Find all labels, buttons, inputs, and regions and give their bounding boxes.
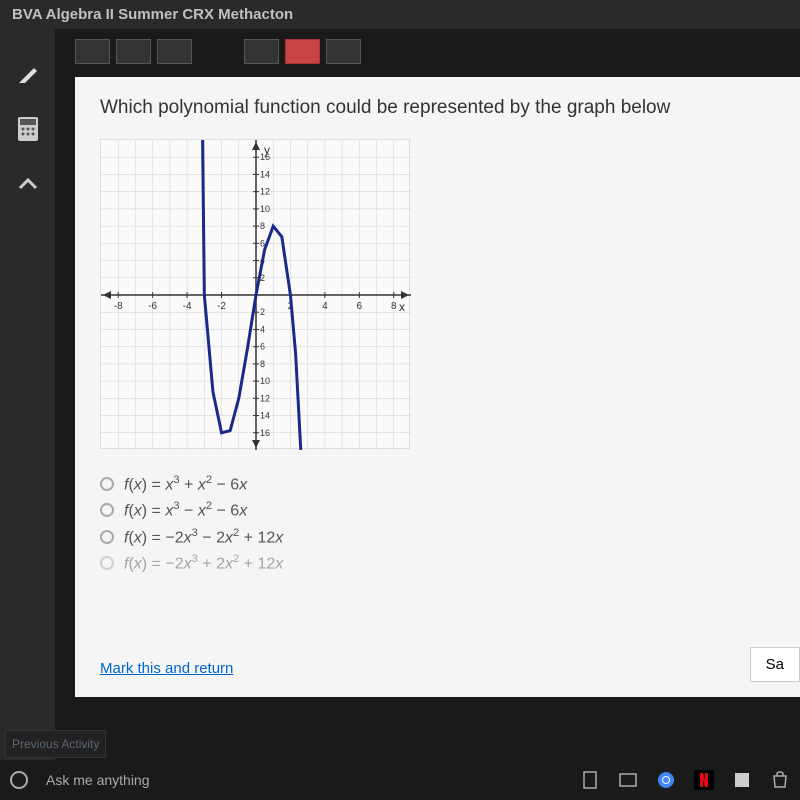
answer-d[interactable]: f(x) = −2x3 + 2x2 + 12x [100, 553, 775, 573]
radio-icon[interactable] [100, 503, 114, 517]
svg-text:8: 8 [260, 359, 265, 369]
svg-text:14: 14 [260, 169, 270, 179]
svg-text:8: 8 [391, 301, 397, 312]
question-panel: Which polynomial function could be repre… [75, 77, 800, 697]
answer-text: f(x) = x3 − x2 − 6x [124, 500, 247, 520]
answer-b[interactable]: f(x) = x3 − x2 − 6x [100, 500, 775, 520]
calculator-icon[interactable] [13, 114, 43, 144]
left-toolbar [0, 29, 55, 769]
svg-text:10: 10 [260, 376, 270, 386]
title-bar: BVA Algebra II Summer CRX Methacton [0, 0, 800, 29]
answer-a[interactable]: f(x) = x3 + x2 − 6x [100, 474, 775, 494]
tab-4[interactable] [244, 39, 279, 64]
taskbar: Ask me anything [0, 760, 800, 800]
chrome-icon[interactable] [656, 770, 676, 790]
answer-choices: f(x) = x3 + x2 − 6x f(x) = x3 − x2 − 6x … [100, 474, 775, 573]
store-icon[interactable] [770, 770, 790, 790]
answer-text: f(x) = −2x3 − 2x2 + 12x [124, 527, 283, 547]
previous-activity-button[interactable]: Previous Activity [5, 730, 106, 758]
tab-1[interactable] [75, 39, 110, 64]
collapse-icon[interactable] [13, 169, 43, 199]
svg-text:x: x [399, 300, 405, 314]
svg-text:-4: -4 [183, 301, 192, 312]
app-icon[interactable] [732, 770, 752, 790]
svg-text:10: 10 [260, 204, 270, 214]
svg-text:8: 8 [260, 221, 265, 231]
svg-text:4: 4 [260, 324, 265, 334]
main-area: Which polynomial function could be repre… [0, 29, 800, 769]
radio-icon[interactable] [100, 530, 114, 544]
question-text: Which polynomial function could be repre… [100, 97, 775, 119]
svg-text:y: y [264, 143, 270, 157]
tab-5[interactable] [285, 39, 320, 64]
svg-text:2: 2 [260, 307, 265, 317]
pencil-icon[interactable] [13, 59, 43, 89]
task-view-icon[interactable] [618, 770, 638, 790]
netflix-icon[interactable] [694, 770, 714, 790]
question-tabs [75, 39, 800, 67]
svg-text:6: 6 [260, 342, 265, 352]
radio-icon[interactable] [100, 556, 114, 570]
tab-6[interactable] [326, 39, 361, 64]
polynomial-graph: -8-6-4-22468161412108642246810121416xy [100, 139, 410, 449]
answer-c[interactable]: f(x) = −2x3 − 2x2 + 12x [100, 527, 775, 547]
notification-icon[interactable] [580, 770, 600, 790]
svg-text:-6: -6 [148, 301, 157, 312]
course-title: BVA Algebra II Summer CRX Methacton [12, 6, 293, 23]
svg-text:4: 4 [322, 301, 328, 312]
mark-return-link[interactable]: Mark this and return [100, 660, 233, 677]
tab-3[interactable] [157, 39, 192, 64]
tab-2[interactable] [116, 39, 151, 64]
svg-text:12: 12 [260, 187, 270, 197]
save-button[interactable]: Sa [750, 647, 800, 682]
svg-text:6: 6 [357, 301, 363, 312]
svg-text:-8: -8 [114, 301, 123, 312]
svg-text:16: 16 [260, 428, 270, 438]
svg-text:12: 12 [260, 393, 270, 403]
svg-text:-2: -2 [217, 301, 226, 312]
cortana-icon[interactable] [10, 771, 28, 789]
svg-text:14: 14 [260, 411, 270, 421]
answer-text: f(x) = x3 + x2 − 6x [124, 474, 247, 494]
radio-icon[interactable] [100, 477, 114, 491]
answer-text: f(x) = −2x3 + 2x2 + 12x [124, 553, 283, 573]
content-wrapper: Which polynomial function could be repre… [55, 29, 800, 769]
search-input[interactable]: Ask me anything [46, 772, 562, 788]
